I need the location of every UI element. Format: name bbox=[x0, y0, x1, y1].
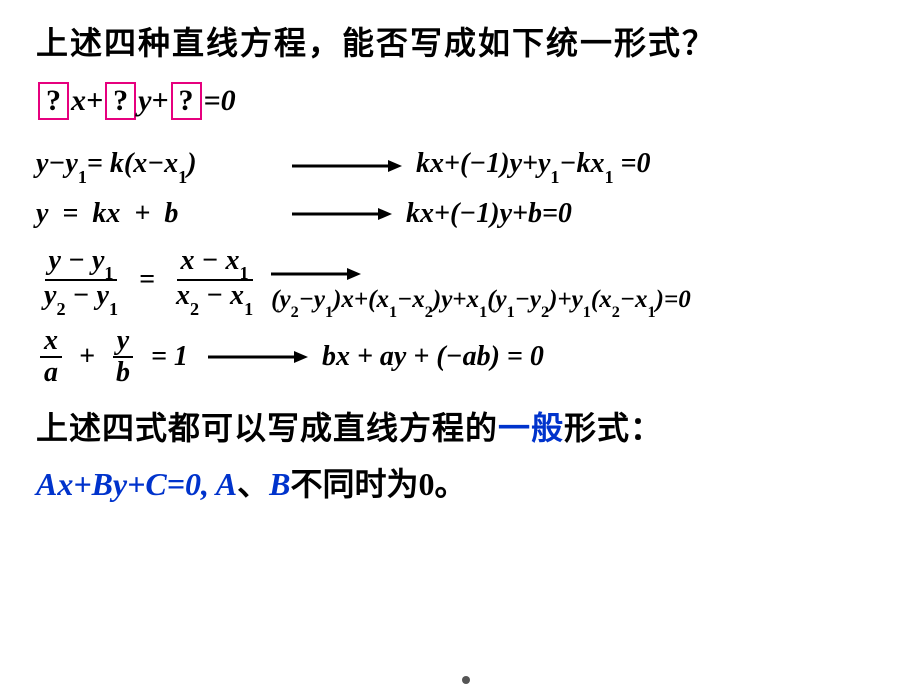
rhs-3: (y2−y1)x+(x1−x2)y+x1(y1−y2)+y1(x2−x1)=0 bbox=[271, 286, 691, 318]
conclusion-pre: 上述四式都可以写成直线方程的 bbox=[36, 410, 498, 446]
eq-row-2: y = kx + b kx+(−1)y+b=0 bbox=[36, 198, 884, 230]
final-B: B bbox=[269, 466, 290, 502]
rhs-2: kx+(−1)y+b=0 bbox=[406, 198, 572, 230]
frac-num: y − y1 bbox=[45, 246, 118, 282]
eq-row-4: x a + y b = 1 bx + ay + (−ab) = 0 bbox=[36, 326, 884, 390]
eq-row-3: y − y1 y2 − y1 = x − x1 x2 − x1 (y2−y1)x… bbox=[36, 246, 884, 318]
lhs-2: y = kx + b bbox=[36, 198, 286, 230]
frac-num: y bbox=[113, 326, 133, 359]
frac-den: b bbox=[112, 358, 134, 389]
coef-box-x: ? bbox=[38, 82, 69, 120]
arrow-icon bbox=[271, 264, 361, 284]
page-title: 上述四种直线方程，能否写成如下统一形式？ bbox=[36, 18, 884, 64]
eq-sign: = bbox=[139, 264, 155, 295]
arrow-icon bbox=[208, 347, 308, 367]
rhs-1: kx+(−1)y+y1−kx1 =0 bbox=[416, 148, 651, 184]
frac-den: y2 − y1 bbox=[40, 281, 122, 315]
plus-sign: + bbox=[79, 341, 95, 372]
text-x: x+ bbox=[71, 84, 103, 118]
rhs-4: bx + ay + (−ab) = 0 bbox=[322, 341, 544, 373]
final-sep: 、 bbox=[237, 466, 269, 502]
page-indicator-dot bbox=[462, 676, 470, 684]
final-line: Ax+By+C=0, A、B不同时为0。 bbox=[36, 459, 884, 505]
final-text: 不同时为0。 bbox=[290, 466, 466, 502]
row3-right: (y2−y1)x+(x1−x2)y+x1(y1−y2)+y1(x2−x1)=0 bbox=[271, 246, 691, 318]
eq-one: = 1 bbox=[151, 341, 188, 372]
fraction-left: y − y1 y2 − y1 bbox=[40, 246, 122, 315]
slide-page: 上述四种直线方程，能否写成如下统一形式？ ? x+ ? y+ ? =0 y−y1… bbox=[0, 0, 920, 505]
arrow-icon bbox=[292, 204, 392, 224]
text-eq0: =0 bbox=[204, 84, 236, 118]
coef-box-c: ? bbox=[171, 82, 202, 120]
fraction-right: x − x1 x2 − x1 bbox=[172, 246, 257, 315]
lhs-4: x a + y b = 1 bbox=[36, 326, 194, 390]
fraction-yb: y b bbox=[112, 326, 134, 390]
frac-num: x bbox=[40, 326, 62, 359]
frac-num: x − x1 bbox=[177, 246, 253, 282]
frac-den: a bbox=[40, 358, 62, 389]
lhs-1: y−y1= k(x−x1) bbox=[36, 148, 286, 184]
conclusion-post: 形式： bbox=[564, 410, 663, 446]
coef-box-y: ? bbox=[105, 82, 136, 120]
equation-template: ? x+ ? y+ ? =0 bbox=[36, 82, 884, 120]
lhs-3: y − y1 y2 − y1 = x − x1 x2 − x1 bbox=[36, 246, 261, 315]
text-y: y+ bbox=[138, 84, 168, 118]
final-equation: Ax+By+C=0, bbox=[36, 466, 216, 502]
fraction-xa: x a bbox=[40, 326, 62, 390]
final-A: A bbox=[216, 466, 237, 502]
conclusion-highlight: 一般 bbox=[498, 410, 564, 446]
conclusion-line: 上述四式都可以写成直线方程的一般形式： bbox=[36, 403, 884, 449]
arrow-icon bbox=[292, 156, 402, 176]
frac-den: x2 − x1 bbox=[172, 281, 257, 315]
eq-row-1: y−y1= k(x−x1) kx+(−1)y+y1−kx1 =0 bbox=[36, 148, 884, 184]
